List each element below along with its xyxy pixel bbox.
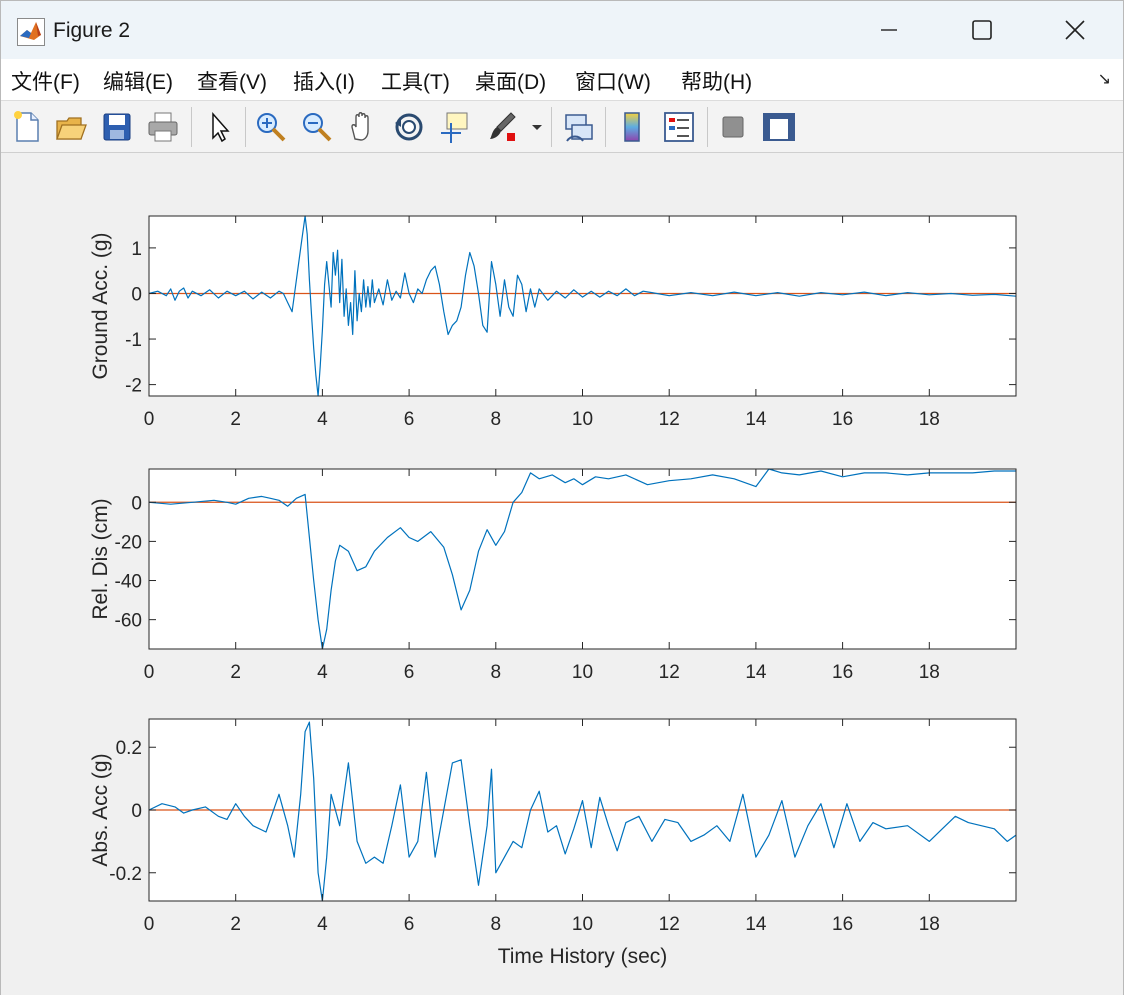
x-tick-label: 4 <box>317 914 328 935</box>
menu-view[interactable]: 查看(V) <box>197 71 267 94</box>
y-tick-label: 0.2 <box>116 738 142 759</box>
zoom-out-icon[interactable] <box>299 109 335 145</box>
data-cursor-icon[interactable] <box>437 109 473 145</box>
menu-tools[interactable]: 工具(T) <box>381 71 450 94</box>
x-tick-label: 8 <box>491 662 502 683</box>
x-tick-label: 0 <box>144 409 155 430</box>
x-tick-label: 6 <box>404 409 415 430</box>
title-bar: Figure 2 <box>1 1 1123 59</box>
series-line <box>148 215 1017 397</box>
x-tick-label: 16 <box>832 409 853 430</box>
brush-dropdown-icon[interactable] <box>529 109 545 145</box>
link-plot-icon[interactable] <box>561 109 597 145</box>
y-axis-label: Ground Acc. (g) <box>89 232 112 379</box>
maximize-icon <box>972 20 992 40</box>
colorbar-icon[interactable] <box>615 109 651 145</box>
menu-edit[interactable]: 编辑(E) <box>103 71 173 94</box>
x-tick-label: 2 <box>230 662 241 683</box>
plot-background <box>149 216 1016 396</box>
open-file-icon[interactable] <box>53 109 89 145</box>
x-axis-label: Time History (sec) <box>498 945 668 968</box>
x-tick-label: 0 <box>144 662 155 683</box>
y-tick-label: 0 <box>131 801 142 822</box>
x-tick-label: 8 <box>491 914 502 935</box>
toolbar-separator <box>245 107 246 147</box>
y-axis-label: Rel. Dis (cm) <box>89 498 112 619</box>
x-tick-label: 4 <box>317 409 328 430</box>
x-tick-label: 2 <box>230 409 241 430</box>
menu-help[interactable]: 帮助(H) <box>681 71 753 94</box>
y-tick-label: -2 <box>125 376 142 397</box>
show-plot-tools-icon[interactable] <box>761 109 797 145</box>
toolbar-separator <box>605 107 606 147</box>
y-tick-label: -40 <box>115 572 142 593</box>
dock-arrow-icon[interactable]: ↘ <box>1097 71 1111 88</box>
x-tick-label: 14 <box>745 409 767 430</box>
x-tick-label: 14 <box>745 662 767 683</box>
minimize-icon <box>881 29 897 31</box>
matlab-logo-icon <box>17 18 45 46</box>
x-tick-label: 0 <box>144 914 155 935</box>
x-tick-label: 18 <box>919 914 940 935</box>
series-line <box>148 468 1016 650</box>
x-tick-label: 8 <box>491 409 502 430</box>
y-axis-label: Abs. Acc (g) <box>89 753 112 866</box>
print-icon[interactable] <box>145 109 181 145</box>
menu-insert[interactable]: 插入(I) <box>293 71 355 94</box>
hide-plot-tools-icon[interactable] <box>715 109 751 145</box>
x-tick-label: 12 <box>659 409 680 430</box>
maximize-button[interactable] <box>936 1 1028 59</box>
y-tick-label: 1 <box>131 239 142 260</box>
brush-icon[interactable] <box>485 109 521 145</box>
menu-desktop[interactable]: 桌面(D) <box>475 71 547 94</box>
toolbar-separator <box>707 107 708 147</box>
x-tick-label: 18 <box>919 662 940 683</box>
x-tick-label: 14 <box>745 914 767 935</box>
toolbar-separator <box>551 107 552 147</box>
x-tick-label: 10 <box>572 914 593 935</box>
x-tick-label: 10 <box>572 662 593 683</box>
window-title: Figure 2 <box>53 19 131 42</box>
x-tick-label: 12 <box>659 662 680 683</box>
rotate-3d-icon[interactable] <box>391 109 427 145</box>
pan-hand-icon[interactable] <box>345 109 381 145</box>
menu-bar: 文件(F) 编辑(E) 查看(V) 插入(I) 工具(T) 桌面(D) 窗口(W… <box>1 59 1123 101</box>
x-tick-label: 6 <box>404 662 415 683</box>
close-icon <box>1065 20 1085 40</box>
y-tick-label: -0.2 <box>109 864 142 885</box>
zoom-in-icon[interactable] <box>253 109 289 145</box>
y-tick-label: 0 <box>131 493 142 514</box>
series-line <box>148 721 1017 902</box>
y-tick-label: -20 <box>115 532 142 553</box>
new-figure-icon[interactable] <box>9 109 45 145</box>
x-tick-label: 10 <box>572 409 593 430</box>
x-tick-label: 4 <box>317 662 328 683</box>
menu-window[interactable]: 窗口(W) <box>575 71 651 94</box>
plot-background <box>149 469 1016 649</box>
minimize-button[interactable] <box>843 1 935 59</box>
x-tick-label: 16 <box>832 914 853 935</box>
x-tick-label: 12 <box>659 914 680 935</box>
figure-toolbar <box>1 101 1123 153</box>
y-tick-label: -1 <box>125 330 142 351</box>
menu-file[interactable]: 文件(F) <box>11 71 80 94</box>
x-tick-label: 18 <box>919 409 940 430</box>
y-tick-label: 0 <box>131 284 142 305</box>
select-arrow-icon[interactable] <box>201 109 237 145</box>
close-button[interactable] <box>1029 1 1121 59</box>
x-tick-label: 16 <box>832 662 853 683</box>
toolbar-separator <box>191 107 192 147</box>
save-icon[interactable] <box>99 109 135 145</box>
legend-icon[interactable] <box>661 109 697 145</box>
y-tick-label: -60 <box>115 611 142 632</box>
x-tick-label: 6 <box>404 914 415 935</box>
x-tick-label: 2 <box>230 914 241 935</box>
